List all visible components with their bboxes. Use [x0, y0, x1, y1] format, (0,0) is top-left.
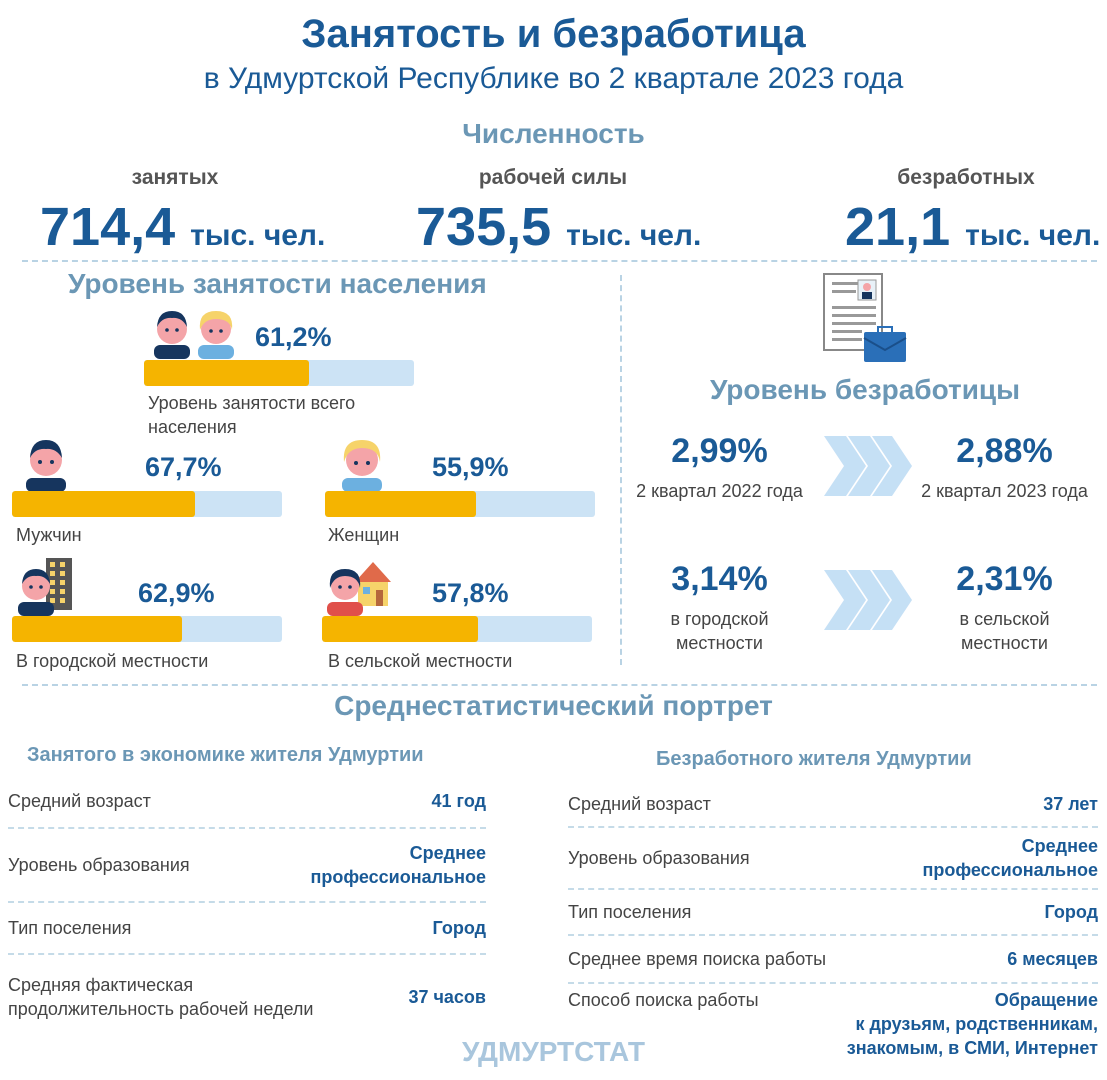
- unemployment-rural-pct: 2,31%: [956, 560, 1053, 598]
- row-value: 37 лет: [1043, 794, 1098, 814]
- unemployment-2023-pct: 2,88%: [956, 432, 1053, 470]
- employment-heading: Уровень занятости населения: [68, 268, 487, 299]
- urban-employment-bar: [12, 616, 282, 642]
- row-key: Тип поселения: [8, 918, 132, 938]
- row-value: Среднее профессиональное: [922, 836, 1099, 880]
- row-key: Уровень образования: [568, 848, 750, 868]
- men-employment-bar: [12, 491, 282, 517]
- table-row: Средняя фактическая продолжительность раб…: [8, 955, 486, 1039]
- employed-portrait-heading: Занятого в экономике жителя Удмуртии: [27, 744, 424, 766]
- divider: [22, 260, 1097, 262]
- divider-vertical: [620, 275, 622, 665]
- labour-force-label: рабочей силы: [478, 166, 628, 189]
- row-value: Обращение к друзьям, родственникам, знаком…: [846, 990, 1098, 1058]
- men-employment-bar-fill: [12, 491, 195, 517]
- rural-employment-label: В сельской местности: [328, 651, 513, 671]
- row-key: Тип поселения: [568, 902, 692, 922]
- rural-employment-pct: 57,8%: [432, 578, 509, 608]
- resume-briefcase-icon: [822, 272, 908, 364]
- row-key: Средний возраст: [568, 794, 711, 814]
- table-row: Средний возраст 41 год: [8, 775, 486, 829]
- unemployed-label: безработных: [897, 166, 1035, 189]
- unemployment-urban-label: в городской местности: [670, 609, 769, 653]
- urban-employment-pct: 62,9%: [138, 578, 215, 608]
- row-value: 37 часов: [408, 987, 486, 1007]
- urban-employment-bar-fill: [12, 616, 182, 642]
- women-employment-label: Женщин: [328, 525, 400, 545]
- man-icon: [22, 436, 70, 492]
- table-row: Средний возраст 37 лет: [568, 782, 1098, 828]
- page-subtitle: в Удмуртской Республике во 2 квартале 20…: [203, 62, 904, 95]
- people-icon: [152, 303, 236, 359]
- row-value: Город: [432, 918, 486, 938]
- employed-count: 714,4 тыс. чел.: [40, 197, 326, 257]
- employed-label: занятых: [131, 166, 219, 189]
- total-employment-bar: [144, 360, 414, 386]
- portrait-heading: Среднестатистический портрет: [334, 690, 773, 721]
- page-title: Занятость и безработица: [301, 12, 806, 56]
- labour-force-count: 735,5 тыс. чел.: [416, 197, 702, 257]
- table-row: Уровень образования Среднее профессиональ…: [8, 829, 486, 903]
- row-value: Город: [1044, 902, 1098, 922]
- table-row: Тип поселения Город: [8, 903, 486, 955]
- employed-portrait-table: Средний возраст 41 год Уровень образован…: [8, 775, 486, 1039]
- numbers-heading: Численность: [462, 118, 645, 149]
- row-key: Уровень образования: [8, 855, 190, 875]
- unemployment-urban-pct: 3,14%: [671, 560, 768, 598]
- village-woman-icon: [325, 556, 393, 616]
- chevron-arrow-icon: [822, 568, 914, 632]
- unemployed-portrait-heading: Безработного жителя Удмуртии: [656, 748, 972, 770]
- row-key: Средняя фактическая продолжительность раб…: [8, 975, 314, 1019]
- men-employment-label: Мужчин: [16, 525, 82, 545]
- women-employment-pct: 55,9%: [432, 452, 509, 482]
- row-key: Среднее время поиска работы: [568, 949, 827, 969]
- row-key: Средний возраст: [8, 791, 151, 811]
- row-key: Способ поиска работы: [568, 990, 759, 1010]
- men-employment-pct: 67,7%: [145, 452, 222, 482]
- urban-employment-label: В городской местности: [16, 651, 209, 671]
- unemployed-portrait-table: Средний возраст 37 лет Уровень образован…: [568, 782, 1098, 1070]
- footer-logo: УДМУРТСТАТ: [462, 1036, 645, 1067]
- unemployment-heading: Уровень безработицы: [709, 374, 1021, 405]
- table-row: Уровень образования Среднее профессиональ…: [568, 828, 1098, 890]
- row-value: 41 год: [431, 791, 486, 811]
- total-employment-pct: 61,2%: [255, 322, 332, 352]
- rural-employment-bar-fill: [322, 616, 479, 642]
- total-employment-label: Уровень занятости всего населения: [148, 393, 356, 437]
- women-employment-bar: [325, 491, 595, 517]
- table-row: Способ поиска работы Обращение к друзьям,…: [568, 984, 1098, 1070]
- row-value: 6 месяцев: [1007, 949, 1098, 969]
- city-man-icon: [16, 556, 78, 616]
- unemployment-2023-label: 2 квартал 2023 года: [921, 481, 1088, 501]
- woman-icon: [338, 436, 386, 492]
- table-row: Тип поселения Город: [568, 890, 1098, 936]
- women-employment-bar-fill: [325, 491, 476, 517]
- rural-employment-bar: [322, 616, 592, 642]
- unemployment-2022-pct: 2,99%: [671, 432, 768, 470]
- unemployed-count: 21,1 тыс. чел.: [845, 197, 1101, 257]
- unemployment-2022-label: 2 квартал 2022 года: [636, 481, 803, 501]
- unemployment-rural-label: в сельской местности: [959, 609, 1050, 653]
- chevron-arrow-icon: [822, 434, 914, 498]
- row-value: Среднее профессиональное: [310, 843, 487, 887]
- total-employment-bar-fill: [144, 360, 310, 386]
- divider: [22, 684, 1097, 686]
- table-row: Среднее время поиска работы 6 месяцев: [568, 936, 1098, 984]
